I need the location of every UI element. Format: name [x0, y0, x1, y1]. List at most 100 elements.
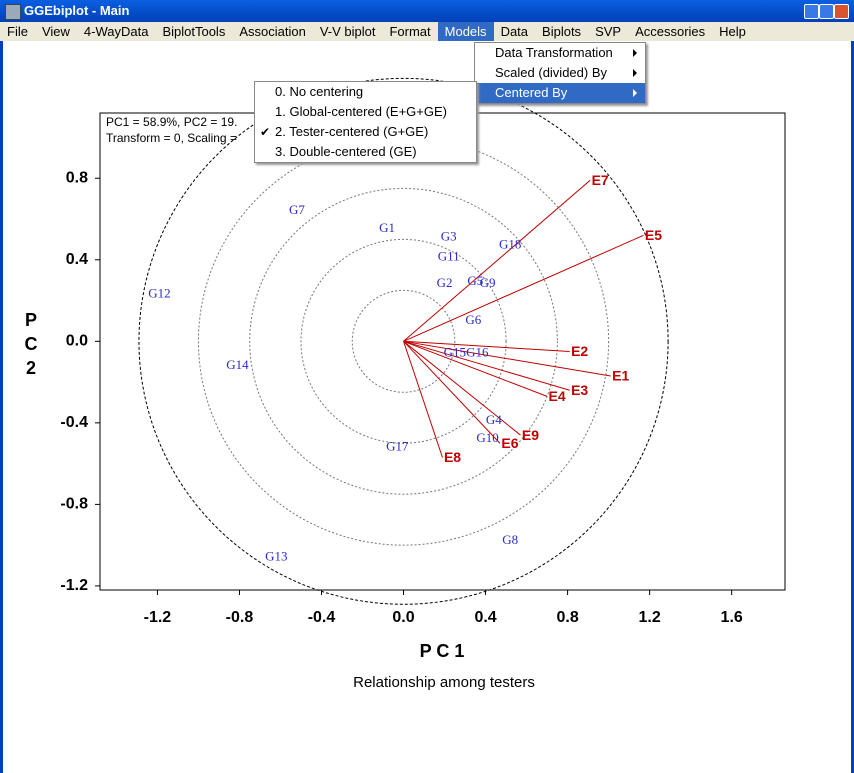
menu-item[interactable]: Scaled (divided) By — [475, 63, 645, 83]
close-button[interactable] — [834, 4, 849, 19]
genotype-label: G3 — [441, 228, 457, 243]
submenu-arrow — [633, 89, 637, 97]
tester-vector — [403, 340, 570, 352]
menu-item[interactable]: View — [41, 24, 70, 39]
tester-vector — [403, 234, 644, 342]
submenu-arrow — [633, 69, 637, 77]
menu-item-label: 0. No centering — [275, 84, 364, 99]
menu-item[interactable]: V-V biplot — [319, 24, 376, 39]
menu-item[interactable]: 1. Global-centered (E+G+GE) — [255, 102, 476, 122]
title-bar: GGEbiplot - Main — [0, 0, 854, 22]
chart-subtitle: Relationship among testers — [353, 674, 535, 691]
genotype-label: G12 — [148, 285, 170, 300]
tester-label: E5 — [645, 227, 662, 243]
genotype-label: G16 — [466, 345, 489, 360]
menu-item[interactable]: SVP — [595, 24, 622, 39]
genotype-label: G10 — [476, 430, 498, 445]
x-tick-label: -0.4 — [308, 609, 336, 626]
y-tick-label: 0.4 — [66, 251, 88, 268]
annotation: PC1 = 58.9%, PC2 = 19. — [106, 115, 237, 129]
genotype-label: G15 — [444, 345, 466, 360]
menu-item[interactable]: Data Transformation — [475, 43, 645, 63]
tester-vector — [403, 341, 443, 458]
tester-vector — [403, 179, 591, 342]
tester-label: E4 — [549, 388, 566, 404]
x-tick-label: -0.8 — [226, 609, 254, 626]
menu-item[interactable]: Help — [719, 24, 746, 39]
check-mark: ✔ — [260, 125, 271, 139]
x-tick-label: 1.2 — [639, 609, 661, 626]
menu-item[interactable]: ✔ 2. Tester-centered (G+GE) — [255, 122, 476, 142]
genotype-label: G6 — [465, 312, 481, 327]
maximize-button[interactable] — [819, 4, 834, 19]
genotype-label: G5 — [467, 273, 483, 288]
genotype-label: G14 — [226, 357, 249, 372]
concentric-circle — [138, 77, 669, 605]
tester-vector — [403, 340, 570, 391]
menu-item[interactable]: 3. Double-centered (GE) — [255, 142, 476, 162]
menu-item-label: Scaled (divided) By — [495, 65, 607, 80]
genotype-label: G2 — [437, 275, 453, 290]
tester-label: E2 — [571, 343, 588, 359]
tester-label: E8 — [444, 449, 461, 465]
y-tick-label: 0.8 — [66, 169, 88, 186]
menu-item[interactable]: Accessories — [635, 24, 706, 39]
y-tick-label: -0.8 — [60, 496, 88, 513]
menu-item-label: 3. Double-centered (GE) — [275, 144, 417, 159]
app-icon — [5, 4, 21, 20]
plot-frame — [99, 112, 786, 591]
window-title: GGEbiplot - Main — [24, 3, 130, 18]
minimize-button[interactable] — [804, 4, 819, 19]
tester-vector — [403, 340, 521, 436]
genotype-label: G4 — [486, 412, 502, 427]
window-border — [0, 22, 3, 773]
concentric-circle — [249, 187, 558, 495]
models-menu: Data Transformation Scaled (divided) By Ce… — [474, 42, 646, 104]
x-tick-label: -1.2 — [144, 609, 172, 626]
menu-item-label: Centered By — [495, 85, 568, 100]
concentric-circle — [300, 238, 507, 444]
submenu-arrow — [633, 49, 637, 57]
x-tick-label: 0.0 — [392, 609, 414, 626]
menu-item[interactable]: File — [7, 24, 28, 39]
x-tick-label: 0.8 — [556, 609, 578, 626]
genotype-label: G13 — [265, 548, 287, 563]
menu-item[interactable]: Format — [389, 24, 431, 39]
menu-item[interactable]: Biplots — [542, 24, 582, 39]
menu-item-label: Data Transformation — [495, 45, 613, 60]
genotype-label: G17 — [386, 438, 409, 453]
tester-label: E6 — [501, 435, 518, 451]
tester-label: E3 — [571, 382, 588, 398]
menu-item-label: 1. Global-centered (E+G+GE) — [275, 104, 447, 119]
genotype-label: G9 — [480, 275, 496, 290]
annotation: Transform = 0, Scaling = — [106, 131, 237, 145]
genotype-label: G18 — [499, 236, 521, 251]
window-border — [851, 22, 854, 773]
tester-vector — [403, 340, 501, 444]
y-tick-label: 0.0 — [66, 333, 88, 350]
centered-by-menu: 0. No centering 1. Global-centered (E+G+G… — [254, 81, 477, 163]
menu-item[interactable]: Models — [437, 22, 494, 41]
menu-item[interactable]: 0. No centering — [255, 82, 476, 102]
genotype-label: G1 — [379, 220, 395, 235]
x-tick-label: 0.4 — [474, 609, 496, 626]
y-tick-label: -0.4 — [60, 414, 88, 431]
x-axis-title: P C 1 — [420, 641, 465, 661]
genotype-label: G11 — [438, 249, 460, 264]
concentric-circle — [351, 289, 456, 393]
menu-item[interactable]: Centered By — [475, 83, 645, 103]
x-tick-label: 1.6 — [721, 609, 743, 626]
menu-item[interactable]: 4-WayData — [83, 24, 149, 39]
y-axis-title: P C 2 — [24, 310, 38, 378]
genotype-label: G7 — [289, 202, 305, 217]
tester-vector — [403, 340, 548, 397]
menu-item[interactable]: BiplotTools — [162, 24, 226, 39]
concentric-circle — [197, 136, 610, 546]
menu-item[interactable]: Data — [500, 24, 529, 39]
y-tick-label: -1.2 — [60, 577, 88, 594]
menu-bar: File View 4-WayData BiplotTools Association V… — [0, 22, 854, 41]
menu-item[interactable]: Association — [239, 24, 306, 39]
menu-item-label: 2. Tester-centered (G+GE) — [275, 124, 429, 139]
tester-label: E9 — [522, 427, 539, 443]
